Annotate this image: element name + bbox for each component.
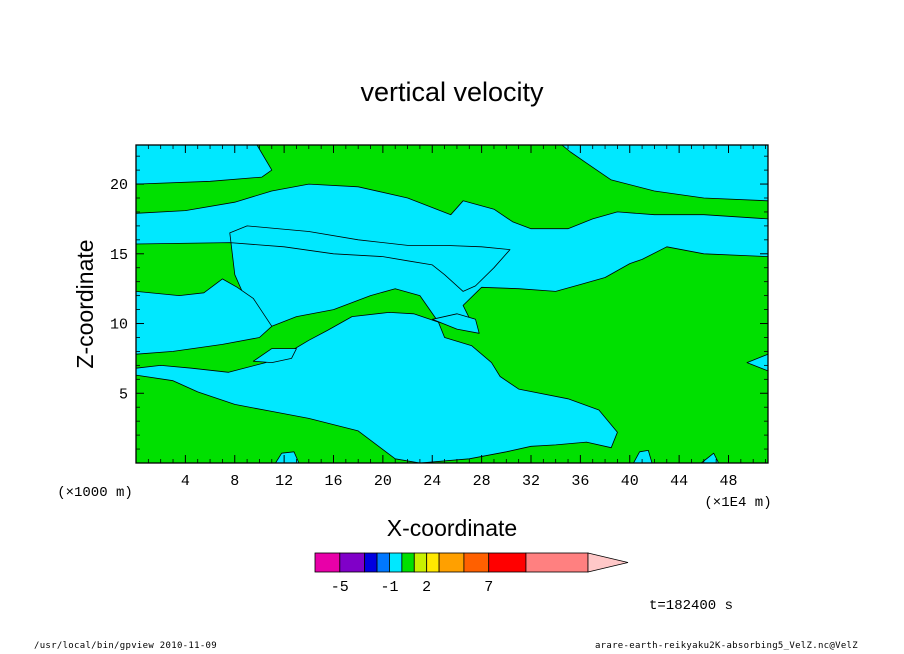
contour-region-4 xyxy=(252,348,297,364)
y-unit-label: (×1000 m) xyxy=(57,485,133,501)
colorbar-label-0: -5 xyxy=(331,579,349,596)
x-tick-label-20: 20 xyxy=(374,473,392,490)
colorbar-label-1: -1 xyxy=(380,579,398,596)
x-tick-label-36: 36 xyxy=(571,473,589,490)
contour-region-5 xyxy=(431,313,480,334)
y-tick-label-20: 20 xyxy=(110,177,128,194)
plot-area xyxy=(135,144,769,464)
y-axis-title: Z-coordinate xyxy=(72,239,98,368)
colorbar-bin-10 xyxy=(488,552,527,573)
colorbar-bin-4 xyxy=(389,552,403,573)
colorbar-bin-0 xyxy=(314,552,341,573)
time-label: t=182400 s xyxy=(649,598,733,614)
footer-right-text: arare-earth-reikyaku2K-absorbing5_VelZ.n… xyxy=(594,641,858,651)
plot-frame xyxy=(135,144,769,464)
colorbar-bin-6 xyxy=(413,552,428,573)
colorbar-bin-9 xyxy=(463,552,490,573)
footer-left-text: /usr/local/bin/gpview 2010-11-09 xyxy=(34,641,217,651)
colorbar-bin-3 xyxy=(376,552,390,573)
colorbar-bin-5 xyxy=(401,552,415,573)
colorbar-label-3: 7 xyxy=(484,579,493,596)
x-tick-label-4: 4 xyxy=(181,473,190,490)
x-tick-label-12: 12 xyxy=(275,473,293,490)
x-tick-label-16: 16 xyxy=(324,473,342,490)
colorbar-overflow-arrow xyxy=(587,552,629,573)
colorbar-bin-1 xyxy=(339,552,366,573)
colorbar: -5 -1 2 7 xyxy=(314,552,629,596)
contour-region-0 xyxy=(135,144,273,185)
colorbar-label-2: 2 xyxy=(422,579,431,596)
contour-region-2 xyxy=(135,278,273,355)
x-axis-title: X-coordinate xyxy=(387,515,517,541)
x-tick-label-44: 44 xyxy=(670,473,688,490)
x-tick-label-48: 48 xyxy=(719,473,737,490)
x-tick-label-28: 28 xyxy=(473,473,491,490)
y-tick-label-10: 10 xyxy=(110,317,128,334)
colorbar-bin-8 xyxy=(438,552,465,573)
y-tick-label-5: 5 xyxy=(119,386,128,403)
colorbar-bin-7 xyxy=(426,552,440,573)
x-tick-label-24: 24 xyxy=(423,473,441,490)
negative-velocity-regions xyxy=(135,144,769,464)
y-tick-label-15: 15 xyxy=(110,247,128,264)
x-tick-label-40: 40 xyxy=(621,473,639,490)
x-tick-label-32: 32 xyxy=(522,473,540,490)
y-axis: 5 10 15 20 xyxy=(110,155,768,450)
colorbar-bin-11 xyxy=(525,552,589,573)
chart-title: vertical velocity xyxy=(360,77,544,107)
x-tick-label-8: 8 xyxy=(230,473,239,490)
x-axis: 4 8 12 16 20 24 28 32 36 40 44 48 xyxy=(147,145,766,490)
colorbar-bin-2 xyxy=(364,552,378,573)
x-unit-label: (×1E4 m) xyxy=(704,495,771,511)
